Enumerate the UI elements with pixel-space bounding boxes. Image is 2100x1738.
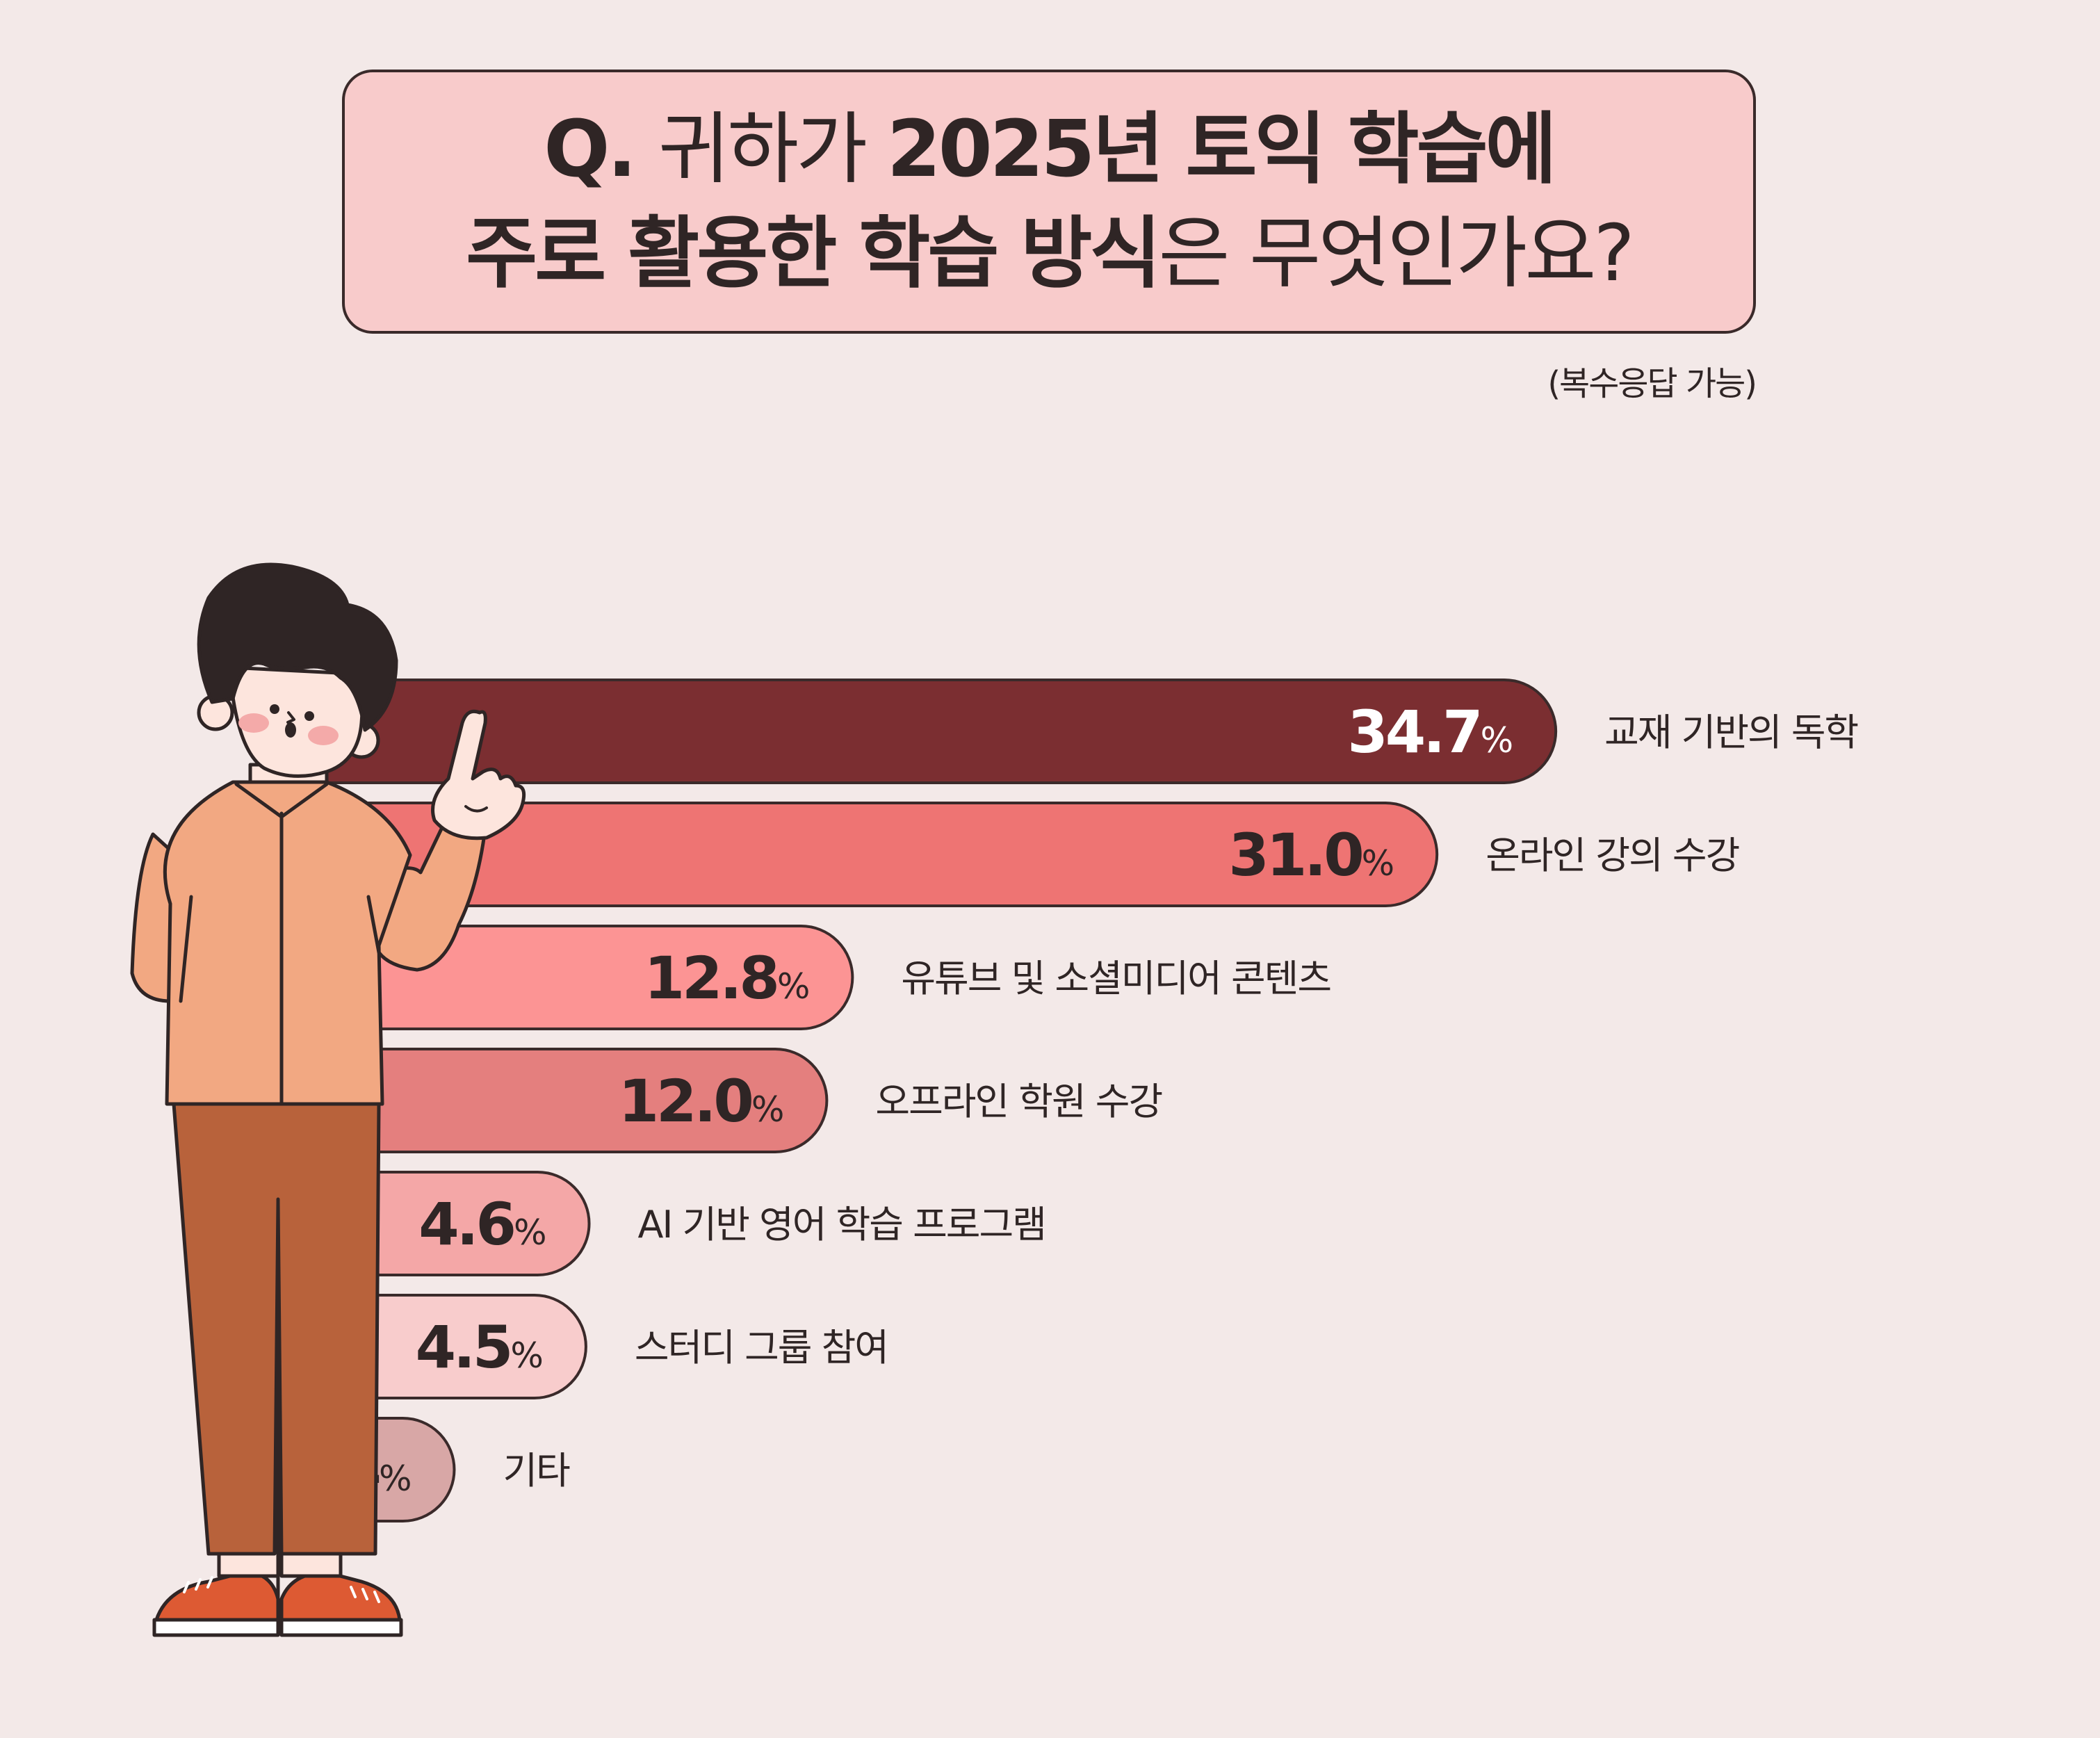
title-segment: 2025년 토익 학습에	[886, 104, 1557, 195]
bar-value-unit: %	[514, 1212, 545, 1253]
question-title-box: Q. 귀하가 2025년 토익 학습에 주로 활용한 학습 방식은 무엇인가요?	[342, 70, 1756, 334]
title-segment: 귀하가	[658, 104, 887, 195]
bar	[291, 1048, 829, 1153]
title-segment: 은 무엇인가요?	[1158, 209, 1635, 299]
bar	[291, 802, 1439, 907]
bar-value-label: 12.8%	[644, 944, 808, 1012]
category-label: 온라인 강의 수강	[1486, 834, 1739, 877]
bar-value-unit: %	[379, 1459, 410, 1499]
bar-value-label: 31.0%	[1228, 821, 1392, 889]
bar-value-unit: %	[510, 1335, 542, 1376]
bar-value-number: 31.0	[1228, 821, 1362, 889]
category-label: 유튜브 및 소셜미디어 콘텐츠	[901, 957, 1330, 1000]
category-label: 오프라인 학원 수강	[875, 1080, 1162, 1123]
multiple-answer-note: (복수응답 가능)	[1547, 364, 1757, 403]
shoes-icon	[152, 1570, 403, 1637]
student-character-illustration	[130, 562, 526, 1637]
bar-value-unit: %	[1362, 843, 1393, 884]
bar	[291, 679, 1558, 784]
title-segment: 주로 활용한 학습 방식	[466, 209, 1161, 299]
bar-value-unit: %	[1481, 720, 1512, 761]
category-label: AI 기반 영어 학습 프로그램	[638, 1203, 1045, 1246]
category-label: 교재 기반의 독학	[1604, 710, 1857, 754]
bar-value-number: 12.8	[644, 944, 777, 1012]
category-label: 스터디 그룹 참여	[635, 1326, 888, 1370]
bar-value-label: 12.0%	[619, 1067, 783, 1135]
bar-value-number: 4.5	[416, 1313, 511, 1381]
question-title-line-2: 주로 활용한 학습 방식은 무엇인가요?	[466, 202, 1635, 306]
category-label: 기타	[503, 1449, 570, 1493]
bar-value-label: 4.5%	[416, 1313, 542, 1381]
question-title-line-1: Q. 귀하가 2025년 토익 학습에	[544, 97, 1557, 202]
bar-value-unit: %	[777, 966, 808, 1007]
pointing-hand-icon	[431, 709, 526, 840]
bar-value-number: 4.6	[418, 1190, 514, 1258]
bar-value-label: 4.6%	[418, 1190, 545, 1258]
bar-value-label: 34.7%	[1347, 698, 1511, 766]
bar-value-number: 12.0	[619, 1067, 752, 1135]
title-segment: Q.	[544, 104, 659, 195]
bar-value-number: 34.7	[1347, 698, 1480, 766]
bar-value-unit: %	[751, 1089, 783, 1130]
